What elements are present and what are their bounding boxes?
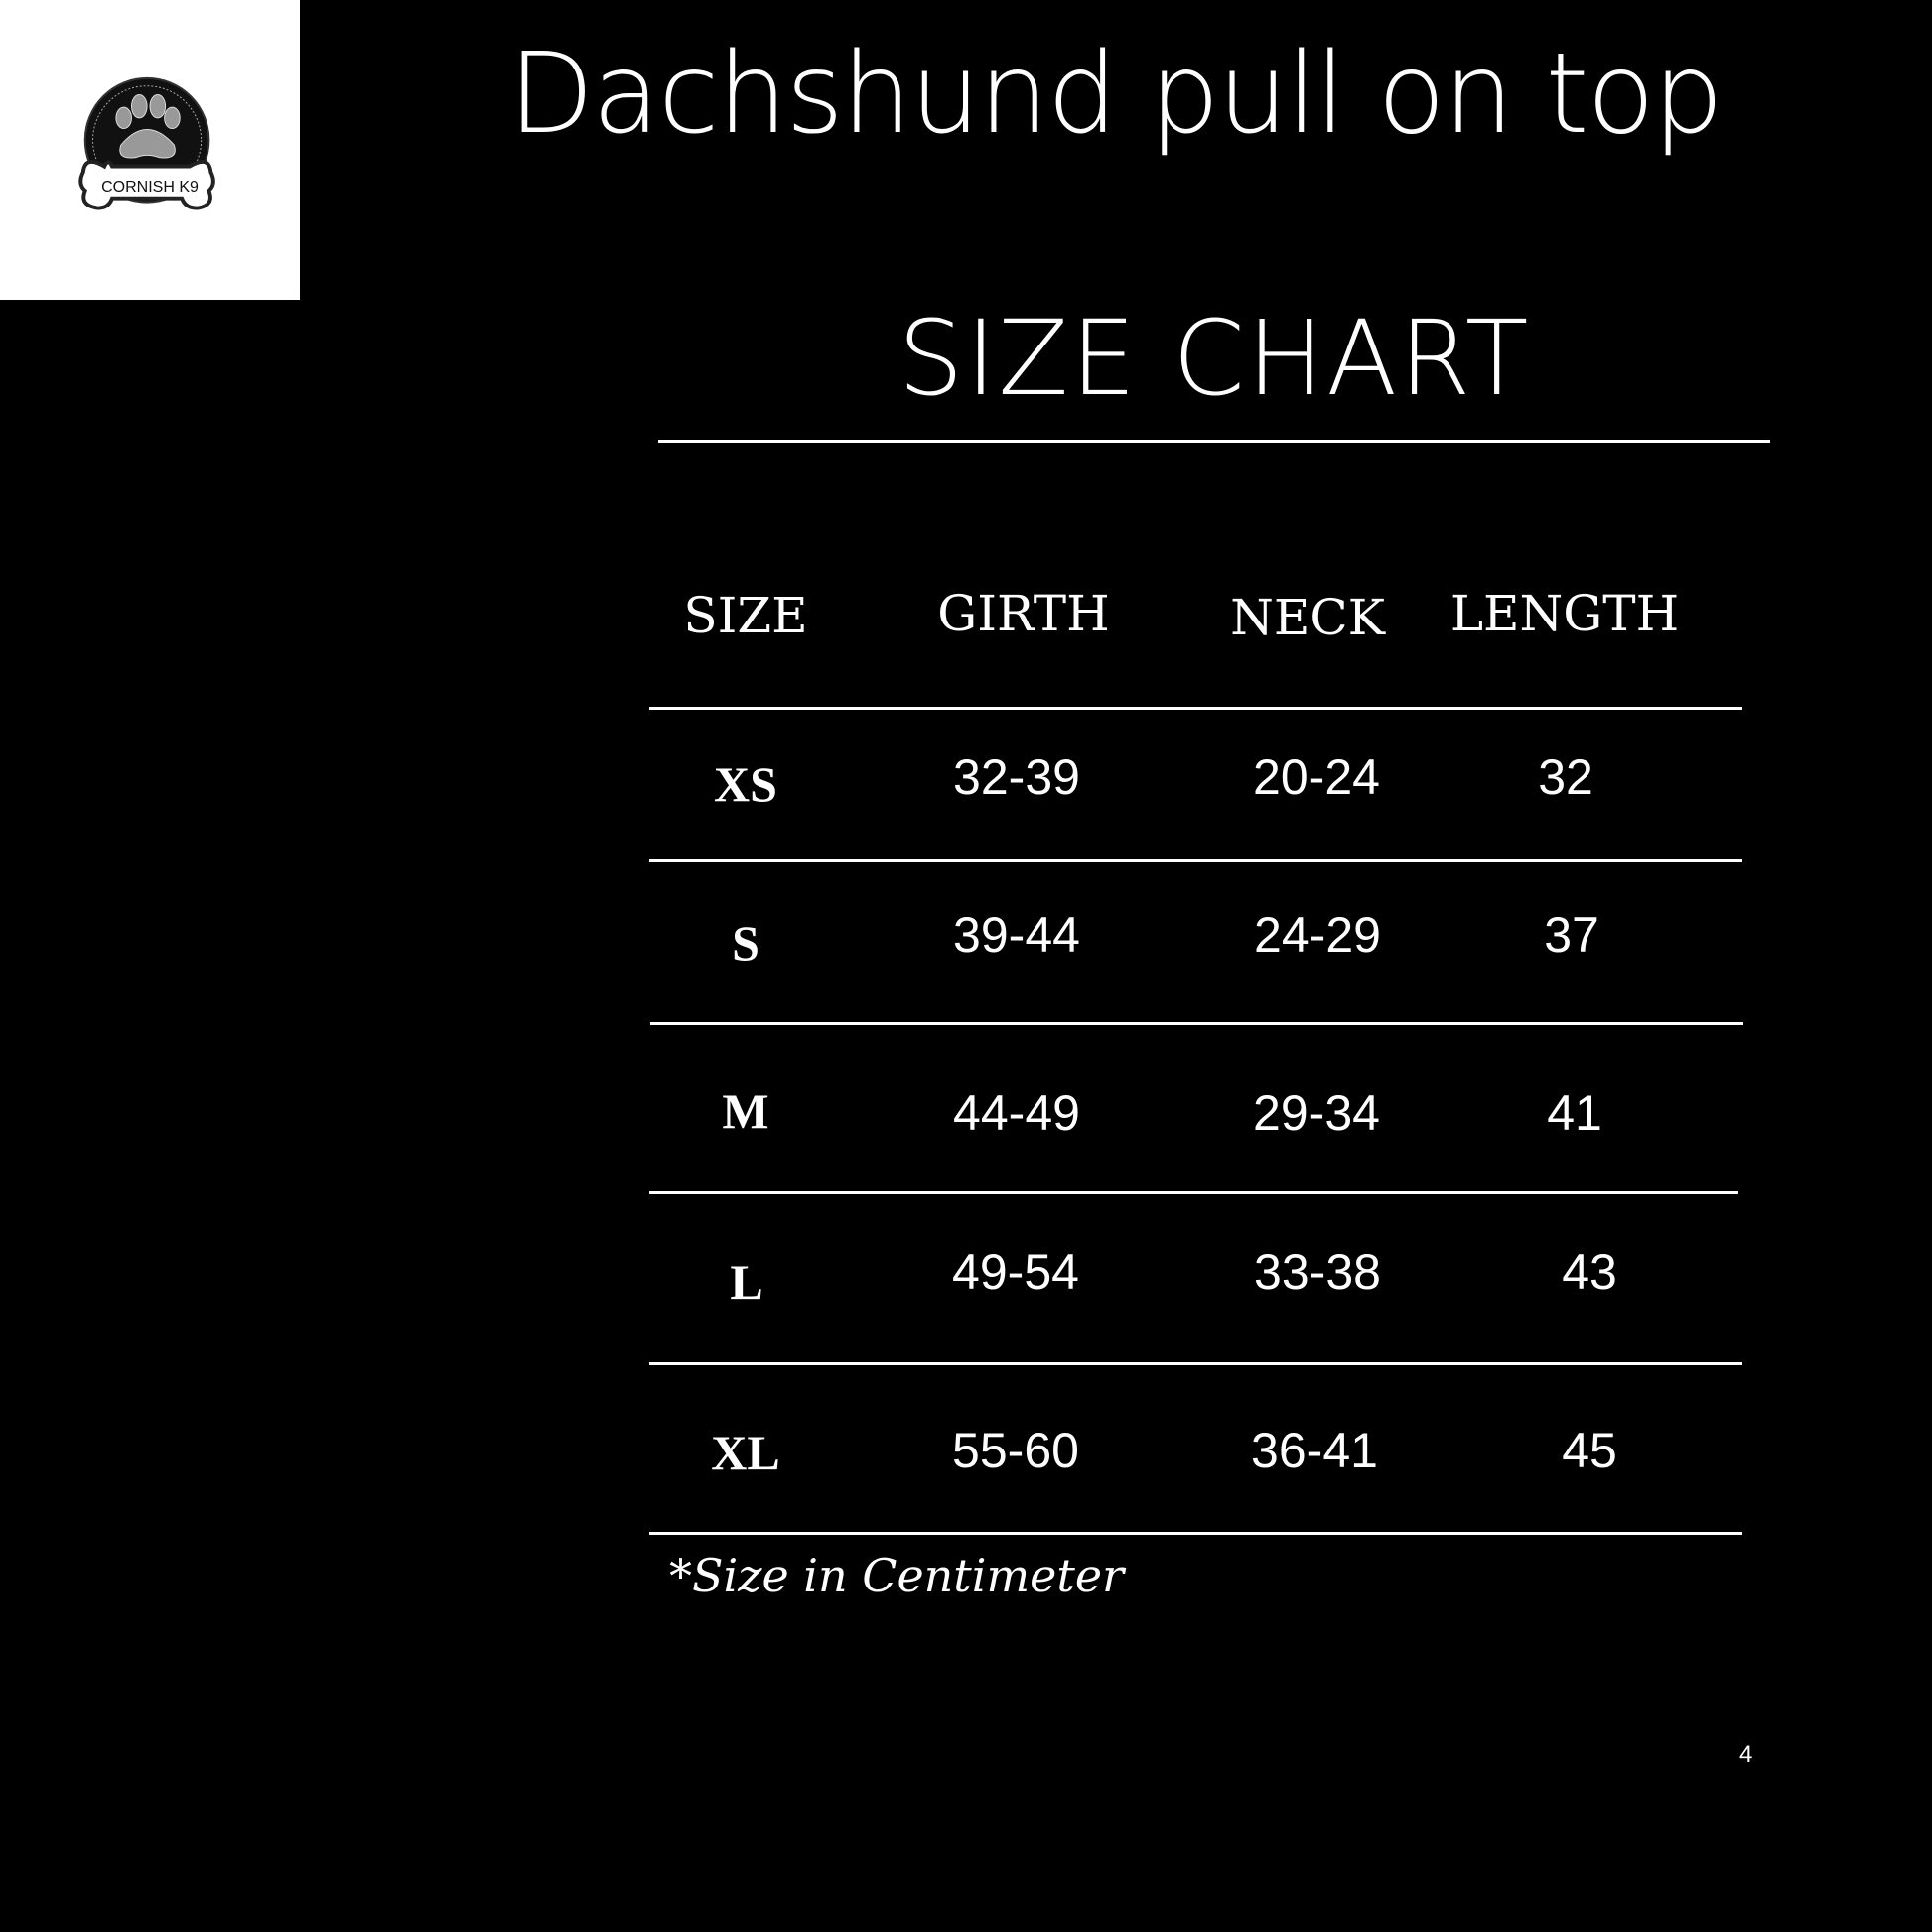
- size-cell: XS: [714, 757, 777, 812]
- row-divider: [649, 1191, 1738, 1194]
- girth-cell: 55-60: [952, 1423, 1079, 1478]
- length-cell: 41: [1547, 1085, 1602, 1141]
- length-cell: 43: [1562, 1244, 1617, 1300]
- header-neck: NECK: [1230, 589, 1385, 646]
- row-divider: [649, 707, 1742, 710]
- row-divider: [649, 1362, 1742, 1365]
- neck-cell: 33-38: [1254, 1244, 1381, 1300]
- page-number: 4: [1739, 1741, 1753, 1768]
- size-cell: S: [732, 915, 759, 971]
- header-size: SIZE: [683, 587, 808, 644]
- neck-cell: 20-24: [1253, 750, 1380, 805]
- neck-cell: 24-29: [1254, 907, 1381, 963]
- header-girth: GIRTH: [937, 585, 1110, 642]
- size-chart-heading: SIZE CHART: [897, 298, 1531, 419]
- girth-cell: 32-39: [953, 750, 1080, 805]
- length-cell: 45: [1562, 1423, 1617, 1478]
- row-divider: [650, 1022, 1743, 1025]
- size-cell: L: [730, 1254, 763, 1310]
- girth-cell: 44-49: [953, 1085, 1080, 1141]
- heading-divider: [658, 440, 1770, 443]
- length-cell: 37: [1544, 907, 1599, 963]
- girth-cell: 39-44: [953, 907, 1080, 963]
- unit-footnote: *Size in Centimeter: [669, 1549, 1125, 1602]
- row-divider: [649, 859, 1742, 862]
- size-cell: XL: [711, 1425, 780, 1480]
- neck-cell: 36-41: [1251, 1423, 1378, 1478]
- length-cell: 32: [1538, 750, 1593, 805]
- neck-cell: 29-34: [1253, 1085, 1380, 1141]
- row-divider: [649, 1532, 1742, 1535]
- page-title: Dachshund pull on top: [508, 30, 1724, 159]
- size-cell: M: [722, 1083, 769, 1139]
- logo: CORNISH K9: [0, 0, 300, 300]
- header-length: LENGTH: [1449, 585, 1680, 642]
- girth-cell: 49-54: [952, 1244, 1079, 1300]
- paw-bone-logo-icon: [78, 76, 215, 210]
- logo-text: CORNISH K9: [101, 179, 199, 196]
